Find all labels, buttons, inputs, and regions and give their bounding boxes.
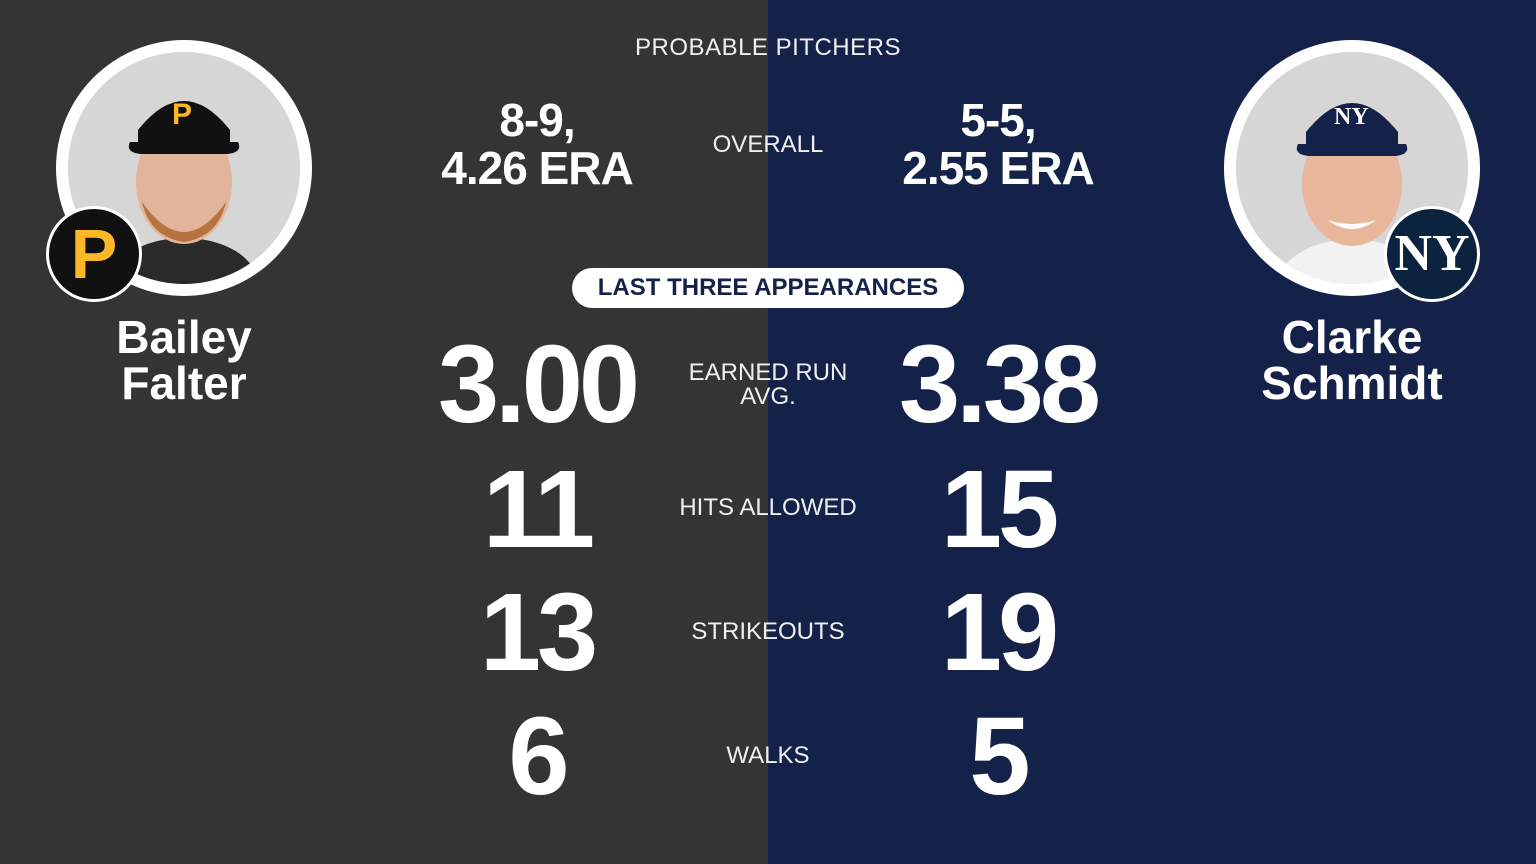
- era-label-line1: EARNED RUN: [688, 359, 848, 386]
- page-title: PROBABLE PITCHERS: [635, 34, 901, 61]
- overall-label: OVERALL: [712, 131, 824, 158]
- player-headshot-icon: NY: [1236, 52, 1468, 284]
- svg-text:NY: NY: [1334, 104, 1369, 130]
- hits-label: HITS ALLOWED: [679, 494, 857, 521]
- left-player-first-name: Bailey: [116, 311, 252, 363]
- overall-left-record: 8-9,: [499, 94, 575, 146]
- era-label: EARNED RUN AVG.: [648, 361, 888, 409]
- hits-left-value: 11: [482, 448, 595, 571]
- overall-right-value: 5-5, 2.55 ERA: [828, 96, 1168, 192]
- pirates-logo-icon: P: [46, 206, 142, 302]
- right-player-last-name: Schmidt: [1261, 357, 1443, 409]
- strikeouts-right-value: 19: [940, 571, 1059, 694]
- yankees-logo-icon: NY: [1384, 206, 1480, 302]
- right-player-name: Clarke Schmidt: [1192, 314, 1512, 406]
- overall-left-value: 8-9, 4.26 ERA: [367, 96, 707, 192]
- walks-right-value: 5: [969, 695, 1030, 818]
- era-left-value: 3.00: [437, 323, 640, 446]
- hits-right-value: 15: [940, 448, 1059, 571]
- player-headshot-icon: P: [68, 52, 300, 284]
- strikeouts-left-value: 13: [479, 571, 598, 694]
- overall-right-era: 2.55 ERA: [902, 142, 1094, 194]
- overall-right-record: 5-5,: [960, 94, 1036, 146]
- right-player-first-name: Clarke: [1281, 311, 1423, 363]
- left-player-last-name: Falter: [121, 357, 247, 409]
- right-player-photo: NY: [1224, 40, 1480, 296]
- last-three-appearances-badge: LAST THREE APPEARANCES: [572, 268, 964, 308]
- walks-label: WALKS: [726, 742, 810, 769]
- walks-left-value: 6: [508, 695, 569, 818]
- left-player-name: Bailey Falter: [24, 314, 344, 406]
- era-right-value: 3.38: [898, 323, 1101, 446]
- strikeouts-label: STRIKEOUTS: [691, 618, 845, 645]
- overall-left-era: 4.26 ERA: [441, 142, 633, 194]
- era-label-line2: AVG.: [740, 383, 796, 410]
- svg-text:P: P: [172, 98, 192, 131]
